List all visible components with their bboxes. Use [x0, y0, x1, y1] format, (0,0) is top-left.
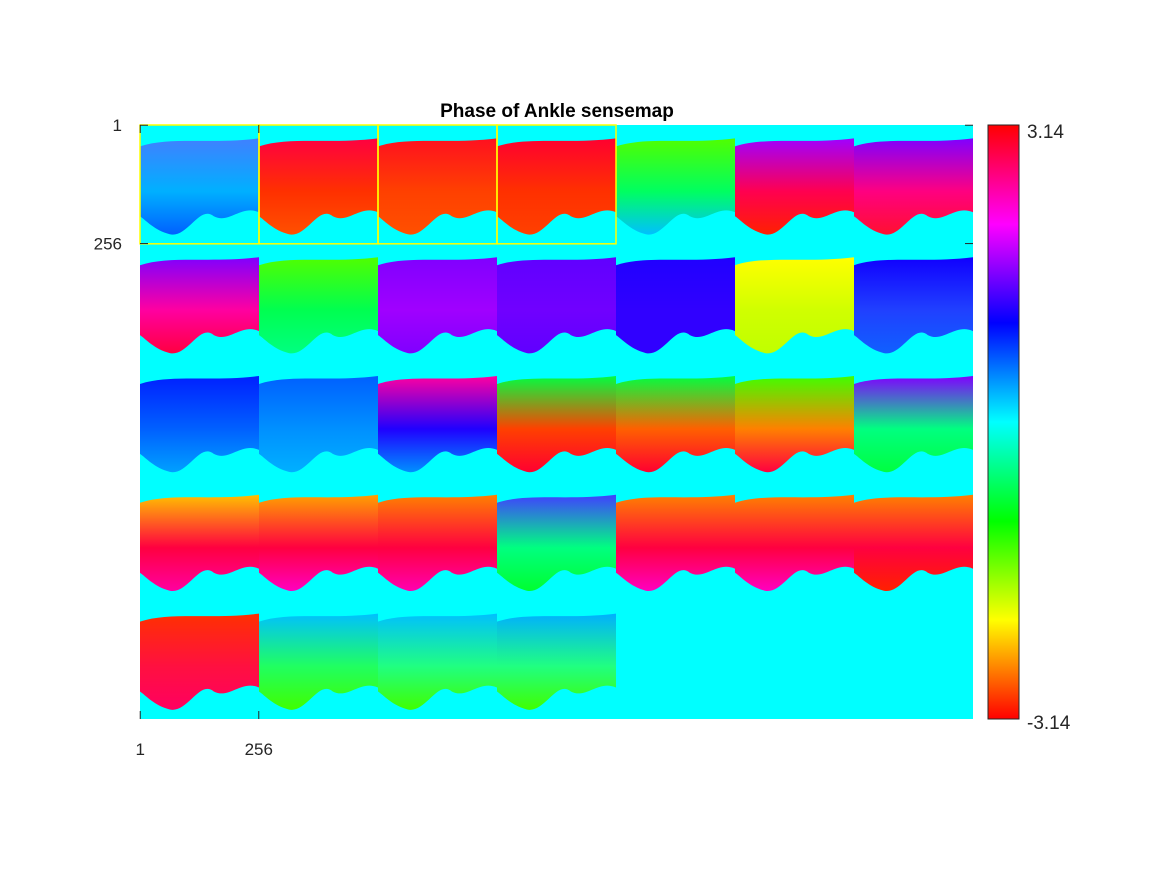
phase-tile [497, 257, 616, 354]
phase-tile [497, 613, 616, 710]
phase-tile [259, 613, 378, 710]
phase-tile [140, 138, 259, 235]
highlight-layer [139, 124, 617, 245]
y-tick-label: 256 [94, 235, 122, 254]
phase-tile [735, 494, 854, 592]
phase-tile [378, 613, 497, 710]
phase-tile [735, 138, 854, 235]
colorbar-border [987, 124, 1020, 720]
tiles-layer [140, 138, 973, 710]
colorbar-min-label: -3.14 [1027, 713, 1071, 734]
highlight-box [496, 124, 617, 245]
phase-tile [854, 138, 973, 235]
colorbar: 3.14 -3.14 [987, 122, 1071, 734]
phase-tile [854, 257, 973, 354]
phase-tile [497, 494, 616, 592]
phase-tile [140, 257, 259, 354]
phase-tile [497, 376, 616, 473]
phase-tile [259, 257, 378, 354]
phase-tile [378, 376, 497, 473]
phase-tile [378, 494, 497, 592]
phase-tile [616, 257, 735, 354]
chart-title: Phase of Ankle sensemap [440, 101, 674, 122]
y-tick-label: 1 [113, 116, 122, 135]
phase-tile [259, 494, 378, 592]
phase-tile [259, 376, 378, 473]
x-tick-label: 256 [245, 740, 273, 759]
phase-tile [854, 494, 973, 592]
colorbar-gradient [988, 125, 1019, 719]
x-tick-label: 1 [135, 740, 144, 759]
phase-tile [735, 257, 854, 354]
phase-tile [140, 613, 259, 710]
phase-tile [140, 376, 259, 473]
phase-tile [140, 494, 259, 592]
axis-ticks: 1 256 1 256 [94, 116, 973, 759]
colorbar-max-label: 3.14 [1027, 122, 1064, 143]
phase-tile [378, 257, 497, 354]
phase-tile [854, 376, 973, 473]
phase-tile [735, 376, 854, 473]
phase-tile [616, 376, 735, 473]
phase-tile [497, 138, 616, 235]
phase-tile [616, 494, 735, 592]
phase-tile [378, 138, 497, 235]
phase-tile [259, 138, 378, 235]
plot-area [139, 124, 973, 719]
phase-tile [616, 138, 735, 235]
